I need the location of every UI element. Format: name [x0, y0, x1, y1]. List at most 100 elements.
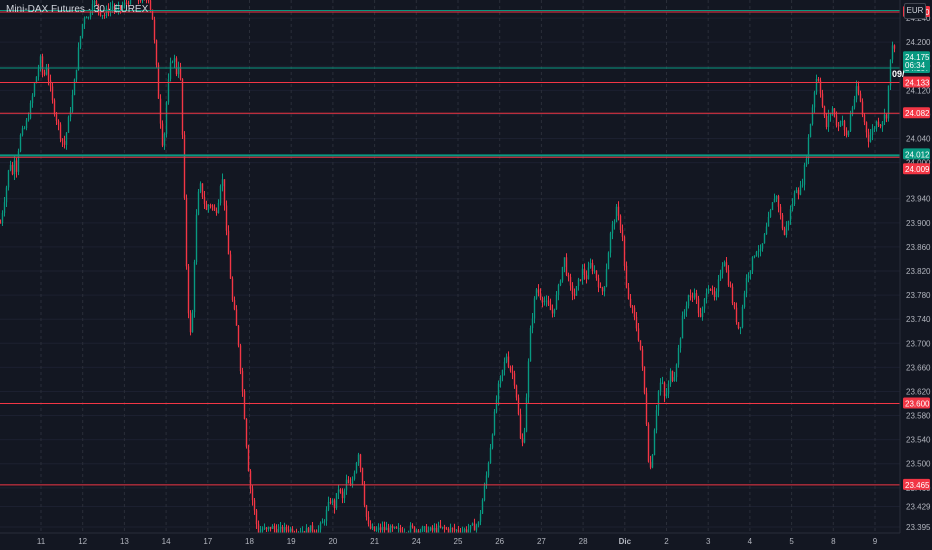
candle-body — [67, 117, 70, 133]
candle-body — [785, 225, 788, 235]
candle-body — [181, 78, 184, 135]
candle-body — [509, 366, 512, 371]
candle-body — [769, 209, 772, 217]
candle-body — [797, 189, 800, 195]
candle-body — [351, 479, 354, 486]
chart-title: Mini-DAX Futures · 30 · EUREX — [6, 4, 149, 15]
candle-body — [185, 197, 188, 267]
candle-body — [503, 361, 506, 370]
candle-body — [89, 12, 92, 18]
candle-body — [827, 115, 830, 127]
candle-body — [635, 316, 638, 329]
candle-body — [751, 257, 754, 271]
candle-body — [847, 131, 850, 136]
candle-body — [65, 132, 68, 145]
candle-body — [519, 414, 522, 439]
candle-body — [81, 24, 84, 37]
candle-body — [579, 279, 582, 281]
candle-body — [439, 525, 442, 528]
candle-body — [721, 266, 724, 274]
candle-body — [237, 325, 240, 346]
candle-body — [481, 499, 484, 514]
candle-body — [1, 212, 4, 223]
candle-body — [327, 501, 330, 510]
candle-body — [485, 475, 488, 486]
candle-body — [843, 121, 846, 131]
candle-body — [561, 266, 564, 281]
candle-body — [623, 236, 626, 266]
candle-body — [659, 382, 662, 392]
candle-body — [153, 19, 156, 41]
candle-body — [675, 364, 678, 378]
candle-body — [771, 202, 774, 210]
candle-body — [553, 308, 556, 314]
candle-body — [795, 189, 798, 194]
candle-body — [369, 524, 372, 529]
candle-body — [35, 76, 38, 84]
candle-body — [575, 286, 578, 296]
candle-body — [643, 366, 646, 393]
candle-body — [167, 79, 170, 103]
candle-body — [245, 419, 248, 447]
x-tick-label: 8 — [831, 537, 836, 546]
candle-body — [231, 278, 234, 301]
candle-body — [855, 86, 858, 100]
candle-body — [51, 86, 54, 101]
time-axis[interactable] — [0, 533, 932, 550]
candle-body — [9, 164, 12, 171]
candle-body — [851, 107, 854, 115]
candle-body — [99, 10, 102, 16]
candle-body — [421, 527, 424, 532]
candle-body — [467, 529, 470, 533]
candle-body — [611, 224, 614, 234]
candle-body — [531, 318, 534, 329]
candle-body — [507, 356, 510, 367]
candle-body — [883, 114, 886, 122]
candle-body — [247, 446, 250, 472]
candle-body — [333, 500, 336, 509]
candle-body — [109, 7, 112, 13]
candle-body — [567, 274, 570, 278]
candle-body — [241, 371, 244, 392]
candle-body — [291, 528, 294, 534]
candle-body — [329, 501, 332, 503]
candle-body — [375, 530, 378, 531]
candle-body — [7, 170, 10, 188]
candle-body — [451, 528, 454, 530]
candle-body — [161, 123, 164, 146]
candle-body — [197, 191, 200, 215]
candle-body — [539, 292, 542, 299]
candle-body — [95, 0, 98, 5]
candle-body — [861, 101, 864, 115]
candle-body — [875, 121, 878, 129]
x-tick-label: 12 — [78, 537, 87, 546]
candle-body — [651, 455, 654, 468]
candle-body — [649, 461, 652, 468]
currency-button[interactable]: EUR — [904, 3, 926, 19]
candle-body — [335, 493, 338, 509]
candle-body — [873, 128, 876, 130]
candle-body — [321, 522, 324, 524]
candle-body — [737, 322, 740, 329]
candle-body — [111, 6, 114, 8]
x-tick-label: 4 — [748, 537, 753, 546]
candle-body — [853, 99, 856, 108]
candle-body — [363, 484, 366, 506]
x-tick-label: 18 — [245, 537, 254, 546]
candle-body — [655, 410, 658, 431]
candle-body — [681, 315, 684, 339]
candle-body — [17, 151, 20, 172]
candle-body — [499, 375, 502, 384]
bar-countdown-label: 06:34 — [905, 61, 926, 70]
candle-body — [309, 525, 312, 535]
candle-body — [889, 59, 892, 86]
candle-body — [347, 479, 350, 484]
candle-body — [47, 68, 50, 81]
candle-body — [3, 202, 6, 213]
candle-body — [289, 528, 292, 532]
candle-body — [821, 93, 824, 107]
price-axis[interactable] — [900, 0, 932, 550]
candle-body — [267, 526, 270, 530]
candle-body — [829, 113, 832, 116]
